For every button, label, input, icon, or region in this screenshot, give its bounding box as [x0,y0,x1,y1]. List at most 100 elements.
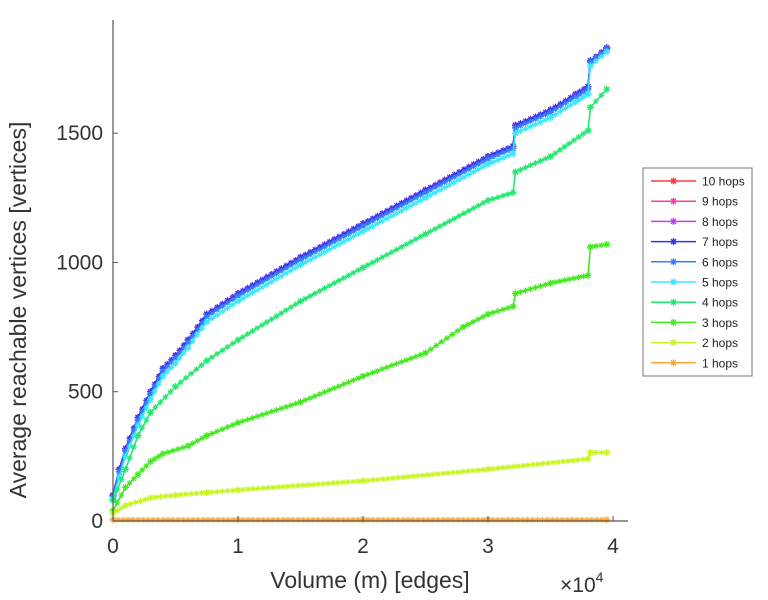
marker [576,96,583,103]
marker [580,130,587,137]
marker [126,480,133,487]
legend-label: 6 hops [702,255,738,269]
marker [398,358,405,365]
marker [115,516,121,523]
marker [139,424,146,431]
marker [307,251,314,258]
marker [224,343,231,350]
marker [412,236,419,243]
marker [598,516,605,523]
marker [388,362,395,369]
marker [229,296,236,303]
marker [412,199,419,206]
legend-entry: 1 hops [651,356,738,370]
marker [350,478,356,485]
marker [451,174,458,181]
marker [263,276,270,283]
marker [254,325,261,332]
data-point [603,48,611,56]
marker [302,295,309,302]
marker [273,275,280,282]
marker [331,243,338,250]
marker [369,259,376,266]
marker [132,499,139,506]
marker [335,383,342,390]
marker [229,487,236,494]
data-point [172,359,179,367]
marker [283,403,290,410]
marker [208,354,215,361]
marker [214,428,221,435]
marker [550,459,556,466]
marker [593,516,600,523]
marker [370,476,376,483]
legend-label: 5 hops [702,276,738,290]
marker [345,516,351,523]
marker [552,106,559,113]
marker [245,516,251,523]
marker [290,516,296,523]
marker [384,210,391,217]
marker [580,456,586,463]
marker [537,283,544,290]
marker [575,456,581,463]
marker [189,440,196,447]
marker [283,265,290,272]
data-point [422,194,429,202]
marker [130,475,137,482]
series-line [112,88,608,501]
marker [427,346,434,353]
y-tick-label: 0 [91,510,103,533]
marker [311,290,318,297]
marker [364,220,371,227]
marker [254,413,261,420]
marker [412,353,419,360]
data-point [509,302,517,310]
marker [495,194,501,201]
marker [224,487,231,494]
data-point [584,271,592,279]
x-tick-label: 2 [357,535,369,558]
marker [157,493,164,500]
marker [455,469,461,476]
marker [598,53,605,60]
marker [125,516,131,523]
marker [230,516,236,523]
marker [598,50,605,57]
marker [592,98,599,105]
data-point [587,62,594,70]
marker [208,489,215,496]
marker [435,516,441,523]
marker [275,484,281,491]
marker [570,457,576,464]
marker [164,368,171,375]
marker [432,184,439,191]
marker [268,278,275,285]
marker [567,102,574,109]
marker [305,481,311,488]
data-point [484,310,492,318]
data-point [203,318,211,326]
marker [278,405,285,412]
data-point [122,452,129,460]
marker [527,162,534,169]
marker [384,364,391,371]
marker [379,366,386,373]
data-point [115,468,123,476]
marker [126,443,133,450]
data-point [547,152,554,160]
marker [552,150,559,157]
data-point [147,390,154,398]
marker [443,335,450,342]
marker [340,516,346,523]
marker [475,166,482,173]
marker [388,207,395,214]
marker [114,499,121,506]
marker [564,516,571,523]
data-point [509,189,517,197]
marker [430,471,436,478]
marker [189,333,196,340]
marker [408,197,415,204]
marker [400,516,406,523]
data-point [172,491,179,499]
